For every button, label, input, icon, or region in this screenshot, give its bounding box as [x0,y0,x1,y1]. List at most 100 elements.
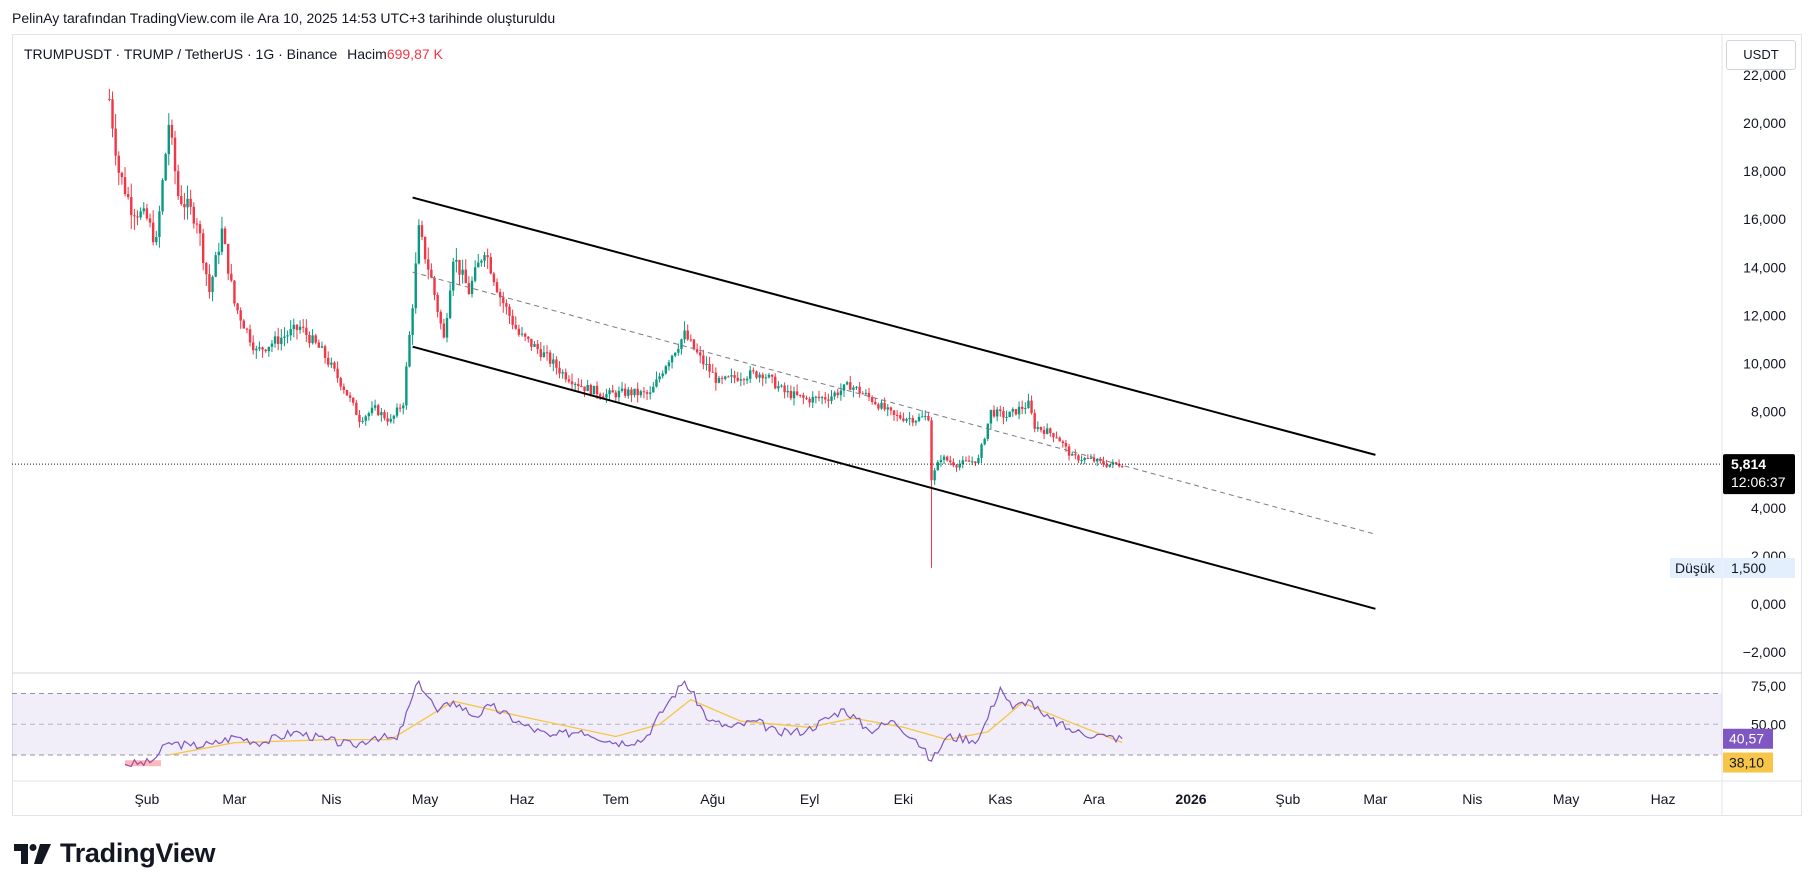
candle-body [311,335,314,344]
time-tick-label: May [1553,791,1579,807]
price-tick-label: 14,000 [1743,259,1786,275]
candle-body [258,347,261,349]
candle-body [452,261,455,291]
candle-body [589,385,592,395]
candle-body [483,255,486,261]
candle-body [564,372,567,380]
candle-body [339,378,342,387]
candle-body [1061,441,1065,444]
candle-body [433,277,436,295]
candle-body [580,386,583,388]
candle-body [595,385,599,395]
candle-body [1027,400,1030,409]
candle-body [986,423,989,439]
candle-body [270,343,274,347]
candle-body [1096,459,1099,462]
time-tick-label: Eki [894,791,913,807]
time-tick-label: Tem [603,791,629,807]
candle-body [342,386,346,390]
price-tick-label: 8,000 [1751,404,1786,420]
candle-body [648,392,652,394]
candle-body [880,402,883,409]
tradingview-logo[interactable]: TradingView [14,838,216,869]
candle-body [727,376,730,378]
candle-body [736,377,739,381]
candle-body [674,352,677,356]
candle-body [783,385,786,393]
candle-body [902,418,905,421]
candle-body [702,355,705,365]
channel-mid-line[interactable] [412,271,1376,535]
volume-value: 699,87 K [386,46,443,62]
candle-body [151,222,155,243]
volume-label: Hacim [347,46,387,62]
time-tick-label: Kas [988,791,1012,807]
candle-body [1092,457,1096,462]
candle-body [1121,466,1124,468]
candle-body [836,392,839,396]
candle-body [1049,428,1052,434]
candle-body [627,389,630,396]
candle-body [392,415,396,419]
candle-body [233,280,236,304]
candle-body [439,311,442,324]
candle-body [830,396,833,401]
rsi-line [124,679,1123,768]
candle-body [205,263,208,275]
candle-body [758,374,761,378]
candle-body [605,394,608,398]
price-tick-label: 4,000 [1751,500,1786,516]
candle-body [652,386,655,393]
candle-body [492,273,496,283]
candle-body [667,362,671,367]
candle-body [442,323,446,338]
candle-body [383,412,386,419]
candle-body [117,155,120,173]
candle-body [142,208,145,212]
candle-body [952,462,955,466]
candle-body [408,334,411,367]
candle-body [1024,408,1027,410]
symbol-legend[interactable]: TRUMPUSDT · TRUMP / TetherUS · 1G · Bina… [24,46,443,62]
candle-body [899,415,902,419]
candle-body [623,388,627,396]
price-tick-label: 12,000 [1743,307,1786,323]
channel-upper-line[interactable] [412,196,1376,456]
candle-body [373,405,377,408]
candle-body [520,333,524,335]
candle-body [792,391,796,399]
candle-body [298,326,302,330]
candle-body [130,197,133,216]
candle-body [251,342,255,351]
candle-body [980,444,983,458]
candle-body [508,306,511,316]
candle-body [739,379,743,381]
candle-body [430,269,433,278]
candle-body [226,243,230,274]
candle-body [799,394,802,396]
channel-lower-line[interactable] [412,345,1376,610]
candle-body [967,460,971,462]
candle-body [764,377,768,379]
candle-body [336,368,339,379]
low-marker-label-bg [1670,557,1722,578]
candle-body [1105,464,1108,467]
candle-body [833,392,836,397]
candle-body [176,171,180,197]
candle-body [645,392,649,394]
candle-body [661,373,664,377]
candle-body [223,228,227,244]
candle-body [608,390,611,395]
time-tick-label: 2026 [1175,791,1206,807]
candle-body [436,294,439,312]
currency-unit-button[interactable]: USDT [1726,40,1796,70]
candle-body [248,329,252,343]
candle-body [811,396,814,403]
candle-body [308,334,311,344]
candle-body [1045,428,1049,434]
candle-body [699,352,702,356]
candle-body [692,339,696,350]
candle-body [964,460,968,462]
candle-body [852,387,855,390]
